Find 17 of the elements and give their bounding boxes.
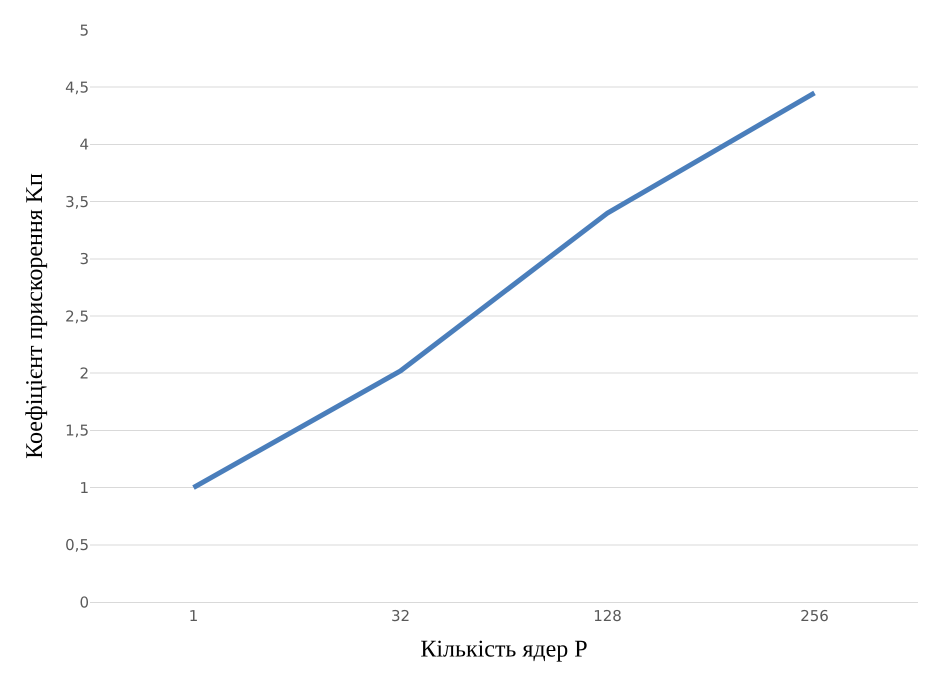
- x-tick-label: 32: [390, 607, 410, 625]
- y-tick-label: 1: [79, 478, 89, 497]
- y-tick-label: 4,5: [65, 78, 89, 96]
- x-axis-title: Кількість ядер P: [420, 636, 588, 662]
- y-tick-label: 3,5: [65, 192, 89, 211]
- y-tick-label: 3: [79, 250, 89, 268]
- x-tick-label: 128: [593, 607, 622, 625]
- y-axis-title: Коефіцієнт прискорення Kп: [22, 172, 48, 459]
- y-tick-label: 0: [79, 593, 89, 612]
- x-tick-label: 256: [800, 607, 829, 625]
- y-tick-label: 2,5: [65, 307, 89, 326]
- y-tick-label: 0,5: [65, 536, 89, 554]
- x-tick-label: 1: [188, 607, 198, 625]
- y-tick-label: 4: [79, 136, 89, 154]
- y-tick-label: 1,5: [65, 422, 89, 440]
- y-tick-label: 5: [79, 21, 89, 40]
- y-tick-label: 2: [79, 364, 89, 382]
